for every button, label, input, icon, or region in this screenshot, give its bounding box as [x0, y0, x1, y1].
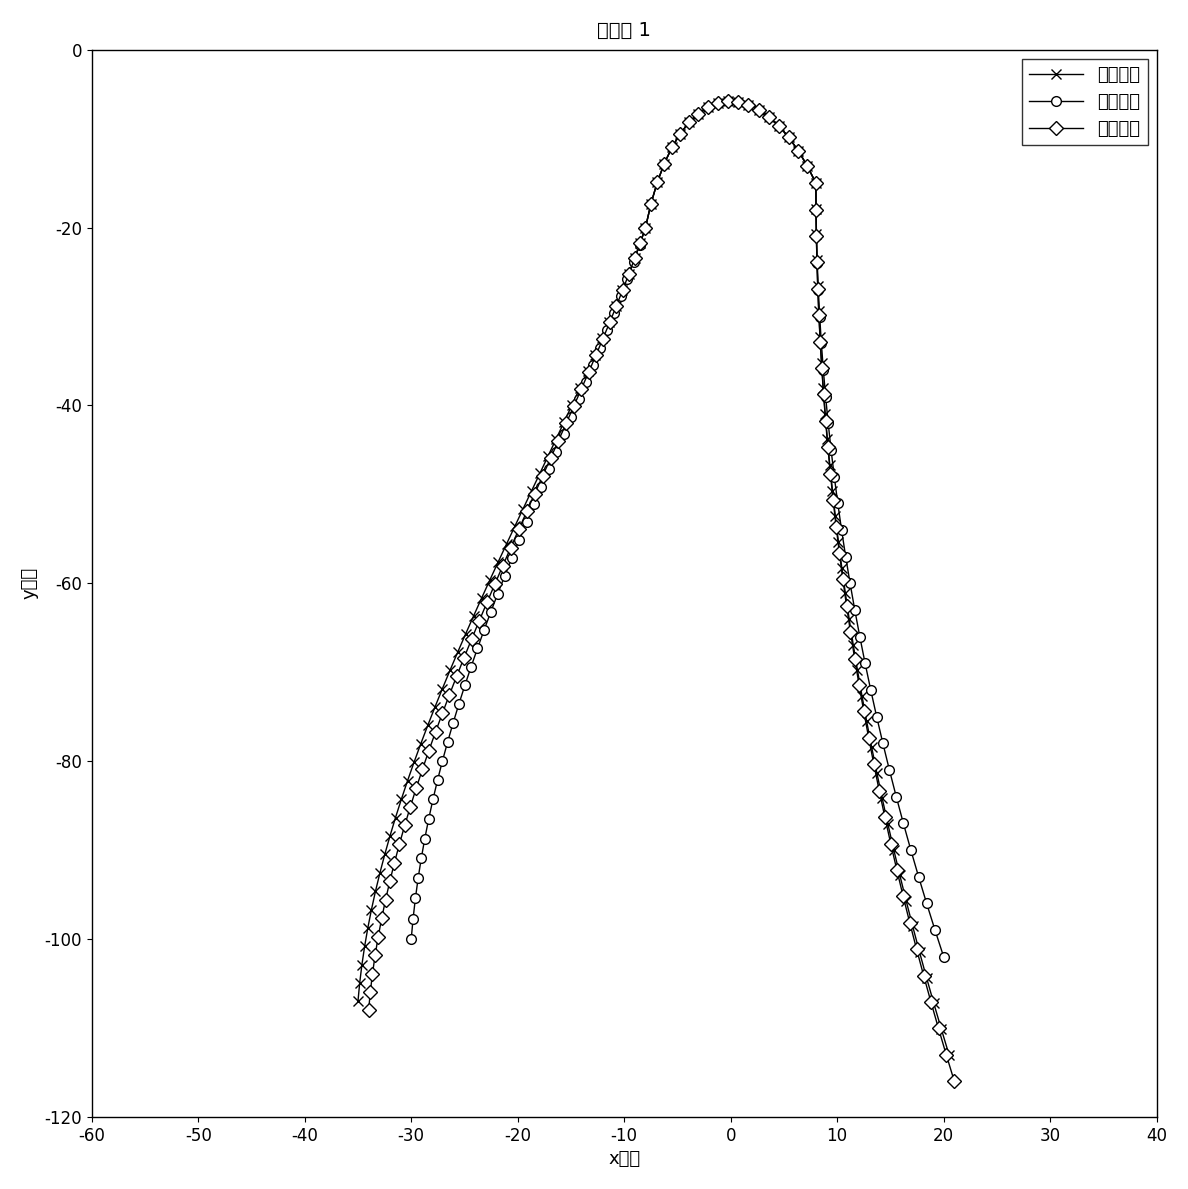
舒张末期 — [947, 1074, 961, 1088]
收缩末期 — [409, 892, 423, 906]
舒张末期 — [379, 893, 393, 907]
开始阶段 — [731, 95, 745, 109]
开始阶段 — [650, 175, 664, 189]
舒张末期 — [731, 95, 745, 109]
开始阶段 — [368, 885, 383, 899]
舒张末期 — [826, 493, 840, 508]
收缩末期 — [896, 817, 910, 831]
Legend: 开始阶段, 收缩末期, 舒张末期: 开始阶段, 收缩末期, 舒张末期 — [1022, 58, 1148, 145]
Line: 收缩末期: 收缩末期 — [406, 96, 948, 962]
舒张末期 — [361, 1004, 375, 1018]
Line: 开始阶段: 开始阶段 — [353, 96, 954, 1059]
舒张末期 — [650, 175, 664, 189]
收缩末期 — [721, 94, 735, 108]
收缩末期 — [665, 140, 680, 155]
舒张末期 — [721, 94, 735, 108]
X-axis label: x坐标: x坐标 — [608, 1150, 640, 1168]
收缩末期 — [752, 102, 766, 117]
开始阶段 — [800, 158, 814, 172]
Y-axis label: y坐标: y坐标 — [21, 567, 39, 599]
开始阶段 — [378, 848, 392, 862]
舒张末期 — [387, 855, 402, 869]
舒张末期 — [800, 158, 814, 172]
收缩末期 — [535, 479, 549, 493]
Title: 志愿者 1: 志愿者 1 — [598, 21, 651, 40]
开始阶段 — [350, 994, 365, 1008]
开始阶段 — [826, 484, 840, 498]
Line: 舒张末期: 舒张末期 — [364, 96, 959, 1087]
收缩末期 — [542, 463, 556, 477]
开始阶段 — [942, 1048, 956, 1062]
收缩末期 — [404, 932, 418, 946]
收缩末期 — [936, 950, 950, 964]
开始阶段 — [721, 94, 735, 108]
